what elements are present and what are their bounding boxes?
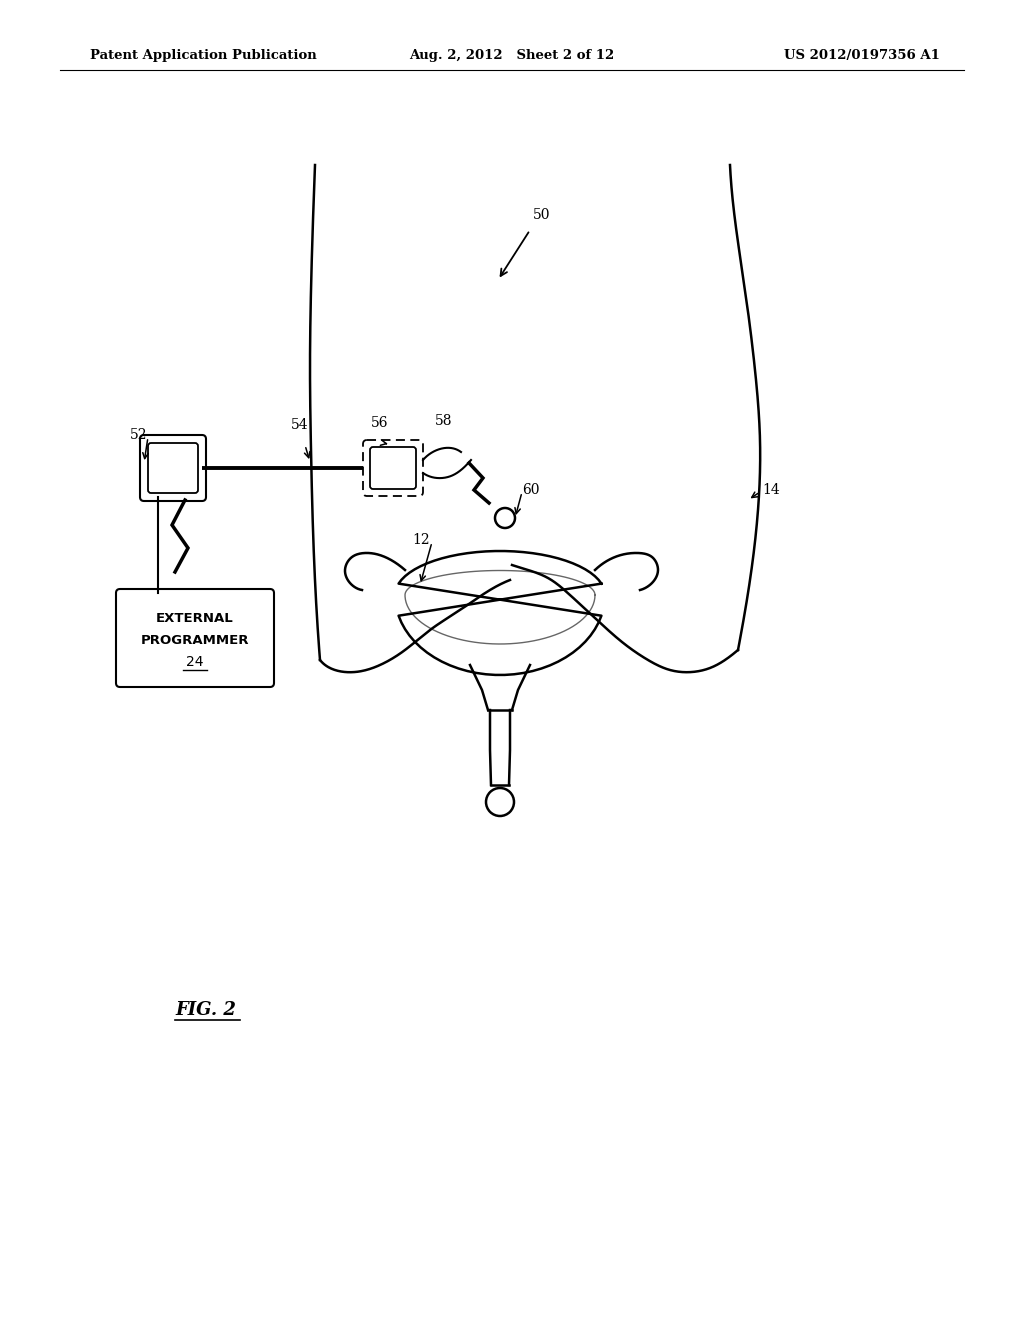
Text: Patent Application Publication: Patent Application Publication (90, 49, 316, 62)
Text: 52: 52 (129, 428, 147, 442)
FancyBboxPatch shape (148, 444, 198, 492)
FancyBboxPatch shape (362, 440, 423, 496)
Text: Aug. 2, 2012   Sheet 2 of 12: Aug. 2, 2012 Sheet 2 of 12 (410, 49, 614, 62)
FancyBboxPatch shape (116, 589, 274, 686)
Text: US 2012/0197356 A1: US 2012/0197356 A1 (784, 49, 940, 62)
Text: 50: 50 (534, 209, 551, 222)
Text: 24: 24 (186, 655, 204, 669)
Text: 58: 58 (435, 414, 453, 428)
Text: PROGRAMMER: PROGRAMMER (140, 634, 249, 647)
Text: 54: 54 (291, 418, 309, 432)
Text: 60: 60 (522, 483, 540, 498)
FancyBboxPatch shape (140, 436, 206, 502)
Text: EXTERNAL: EXTERNAL (156, 611, 233, 624)
Text: 14: 14 (762, 483, 779, 498)
Text: 56: 56 (372, 416, 389, 430)
FancyBboxPatch shape (370, 447, 416, 488)
Text: 12: 12 (413, 533, 430, 546)
Text: FIG. 2: FIG. 2 (175, 1001, 236, 1019)
